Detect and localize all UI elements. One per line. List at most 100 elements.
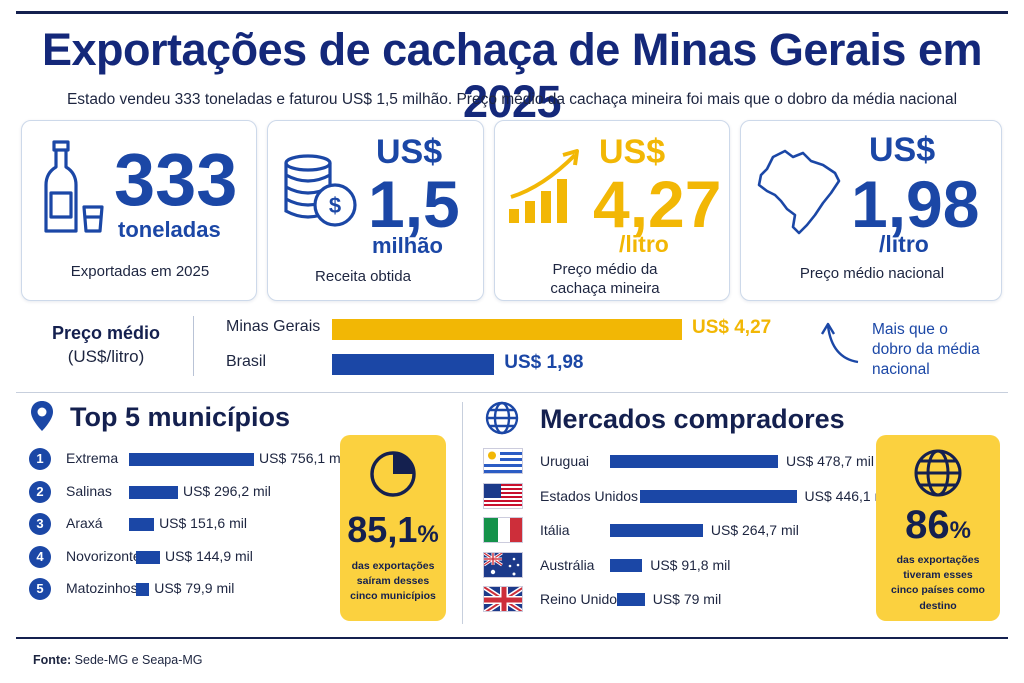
comparison-note-line-1: Mais que o [872, 321, 948, 338]
municipios-percentage-value: 85,1 [347, 509, 418, 550]
usa-flag-icon [483, 482, 523, 509]
card-revenue: $ US$ 1,5 milhão Receita obtida [267, 120, 484, 301]
italy-flag-icon [483, 517, 523, 543]
card-national-price: US$ 1,98 /litro Preço médio nacional [740, 120, 1002, 301]
page-subtitle: Estado vendeu 333 toneladas e faturou US… [66, 91, 958, 108]
mercados-highlight-box: 86% das exportações tiveram esses cinco … [876, 435, 1000, 621]
municipio-name: Novorizonte [66, 547, 141, 564]
card-mg-price: US$ 4,27 /litro Preço médio da cachaça m… [494, 120, 730, 301]
mercados-description-line-4: destino [919, 599, 957, 612]
municipios-percentage: 85,1% [340, 509, 446, 551]
market-bar [610, 455, 778, 468]
section-divider [16, 392, 1008, 393]
card-national-price-prefix: US$ [869, 131, 936, 169]
pie-chart-icon [370, 451, 416, 497]
municipios-percentage-sign: % [417, 521, 439, 548]
municipio-name: Extrema [66, 450, 119, 466]
australia-flag-icon [483, 551, 523, 578]
price-comparison-label-line-1: Preço médio [51, 323, 161, 343]
globe-icon [485, 401, 519, 435]
municipio-name: Salinas [66, 482, 112, 499]
municipio-name: Araxá [66, 515, 103, 531]
price-comparison-bar [332, 354, 495, 375]
municipio-value: US$ 756,1 mil [259, 450, 347, 466]
municipio-value: US$ 79,9 mil [154, 580, 235, 596]
market-value: US$ 446,1 mil [804, 487, 893, 504]
card-tonnes-unit: toneladas [118, 217, 221, 242]
card-revenue-prefix: US$ [376, 133, 443, 171]
market-name: Austrália [540, 556, 595, 573]
uruguay-flag-icon [483, 448, 523, 474]
municipios-title: Top 5 municípios [70, 402, 291, 432]
municipios-description-line-2: saíram desses [356, 575, 430, 588]
municipio-bar [136, 550, 160, 564]
source-note: Fonte: Sede-MG e Seapa-MG [33, 653, 203, 667]
market-value: US$ 478,7 mil [786, 453, 874, 469]
municipio-name: Matozinhos [66, 580, 138, 596]
rank-badge: 4 [29, 545, 51, 568]
curved-arrow-icon [820, 322, 859, 364]
card-tonnes-value: 333 [114, 138, 238, 221]
card-national-price-value: 1,98 [851, 167, 980, 241]
bottle-glass-icon [44, 140, 104, 233]
card-mg-price-prefix: US$ [599, 133, 666, 171]
card-revenue-unit: milhão [372, 233, 443, 258]
bottom-rule [16, 637, 1008, 639]
market-name: Estados Unidos [540, 487, 639, 504]
market-bar [610, 524, 703, 537]
market-bar [617, 593, 645, 606]
uk-flag-icon [483, 586, 523, 612]
price-comparison-name: Brasil [226, 353, 267, 370]
card-mg-price-caption: Preço médio da cachaça mineira [495, 261, 715, 299]
price-comparison-value: US$ 1,98 [504, 352, 584, 373]
mercados-percentage-value: 86 [905, 503, 950, 547]
municipio-bar [136, 583, 150, 596]
mercados-description-line-3: cinco países como [891, 584, 985, 597]
svg-text:$: $ [329, 193, 341, 218]
municipio-bar [129, 453, 254, 466]
column-divider [462, 402, 463, 624]
source-label: Fonte: [33, 653, 72, 667]
market-bar [610, 558, 643, 572]
municipios-description-line-3: cinco municípios [350, 590, 436, 603]
mercados-description-line-1: das exportações [896, 554, 980, 566]
municipios-description-line-1: das exportações [351, 560, 435, 572]
municipio-value: US$ 144,9 mil [164, 547, 253, 564]
card-mg-price-caption-line-1: Preço médio da [552, 261, 658, 278]
growth-chart-icon [509, 149, 579, 223]
card-revenue-caption: Receita obtida [315, 268, 411, 285]
card-national-price-caption: Preço médio nacional [799, 265, 945, 282]
globe-outline-icon [914, 449, 962, 497]
card-mg-price-unit: /litro [619, 231, 669, 257]
mercados-percentage: 86% [876, 503, 1000, 548]
municipio-bar [129, 485, 178, 499]
municipio-value: US$ 151,6 mil [159, 515, 247, 531]
card-mg-price-value: 4,27 [593, 167, 722, 241]
rank-badge: 3 [29, 513, 51, 535]
top-rule [16, 11, 1008, 14]
market-value: US$ 79 mil [652, 591, 722, 607]
market-name: Uruguai [540, 453, 590, 469]
price-comparison-name: Minas Gerais [226, 318, 321, 335]
card-revenue-value: 1,5 [368, 167, 460, 241]
price-comparison-divider [193, 316, 194, 376]
page-title: Exportações de cachaça de Minas Gerais e… [42, 24, 982, 127]
market-value: US$ 91,8 mil [650, 556, 731, 573]
price-comparison-bar [332, 319, 682, 340]
mercados-description: das exportações tiveram esses cinco país… [876, 553, 1000, 614]
rank-badge: 1 [29, 448, 51, 470]
comparison-note-line-3: nacional [872, 361, 930, 379]
card-tonnes-caption: Exportadas em 2025 [70, 263, 210, 280]
price-comparison-value: US$ 4,27 [692, 317, 772, 338]
mercados-description-line-2: tiveram esses [903, 569, 973, 582]
card-tonnes: 333 toneladas Exportadas em 2025 [21, 120, 257, 301]
municipios-description: das exportações saíram desses cinco muni… [340, 559, 446, 605]
mercados-percentage-sign: % [949, 517, 971, 544]
price-comparison-label: Preço médio (US$/litro) [26, 323, 186, 367]
rank-badge: 5 [29, 578, 51, 600]
coins-icon: $ [284, 154, 357, 227]
market-name: Reino Unido [540, 591, 618, 607]
card-mg-price-caption-line-2: cachaça mineira [550, 279, 660, 297]
municipio-bar [129, 518, 155, 531]
comparison-note: Mais que o dobro da média nacional [872, 320, 980, 380]
